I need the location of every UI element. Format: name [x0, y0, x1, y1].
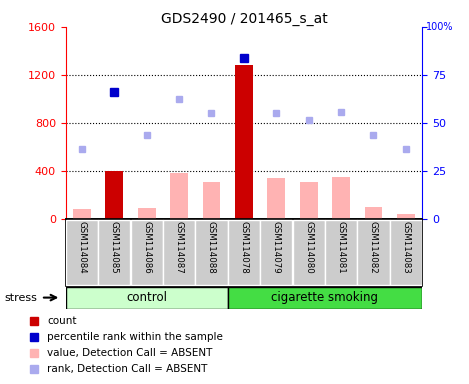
Text: cigarette smoking: cigarette smoking	[272, 291, 378, 304]
Bar	[235, 65, 253, 219]
Text: GSM114088: GSM114088	[207, 221, 216, 274]
Text: GSM114085: GSM114085	[110, 221, 119, 274]
FancyBboxPatch shape	[293, 220, 325, 285]
Text: GSM114078: GSM114078	[239, 221, 249, 274]
FancyBboxPatch shape	[260, 220, 292, 285]
Bar	[203, 182, 220, 219]
Text: GSM114087: GSM114087	[174, 221, 183, 274]
Text: GSM114086: GSM114086	[142, 221, 151, 274]
FancyBboxPatch shape	[325, 220, 357, 285]
Text: GSM114083: GSM114083	[401, 221, 410, 274]
Text: GSM114079: GSM114079	[272, 221, 281, 273]
Text: percentile rank within the sample: percentile rank within the sample	[47, 332, 223, 342]
FancyBboxPatch shape	[66, 286, 227, 309]
Bar	[300, 182, 318, 219]
FancyBboxPatch shape	[163, 220, 195, 285]
Bar	[106, 171, 123, 219]
Bar	[170, 173, 188, 219]
FancyBboxPatch shape	[228, 220, 260, 285]
Text: control: control	[126, 291, 167, 304]
Bar	[73, 209, 91, 219]
Text: rank, Detection Call = ABSENT: rank, Detection Call = ABSENT	[47, 364, 208, 374]
Bar	[332, 177, 350, 219]
Text: stress: stress	[5, 293, 38, 303]
Text: 100%: 100%	[426, 22, 453, 32]
FancyBboxPatch shape	[227, 286, 422, 309]
FancyBboxPatch shape	[98, 220, 130, 285]
Text: GSM114084: GSM114084	[77, 221, 86, 274]
Bar	[138, 208, 156, 219]
Bar	[364, 207, 382, 219]
Title: GDS2490 / 201465_s_at: GDS2490 / 201465_s_at	[160, 12, 327, 26]
Bar	[267, 178, 285, 219]
FancyBboxPatch shape	[131, 220, 163, 285]
Text: GSM114081: GSM114081	[337, 221, 346, 274]
FancyBboxPatch shape	[66, 220, 98, 285]
Text: value, Detection Call = ABSENT: value, Detection Call = ABSENT	[47, 348, 212, 358]
Text: GSM114082: GSM114082	[369, 221, 378, 274]
Bar	[397, 214, 415, 219]
Text: GSM114080: GSM114080	[304, 221, 313, 274]
FancyBboxPatch shape	[196, 220, 227, 285]
Text: count: count	[47, 316, 76, 326]
FancyBboxPatch shape	[390, 220, 422, 285]
FancyBboxPatch shape	[357, 220, 390, 285]
